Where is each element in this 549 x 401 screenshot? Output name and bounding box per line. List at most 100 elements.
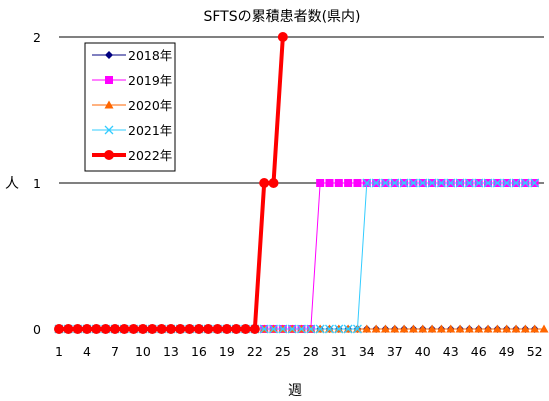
data-point <box>530 178 540 188</box>
data-point <box>408 324 418 333</box>
data-point <box>212 324 223 334</box>
x-tick-label: 28 <box>303 344 319 359</box>
data-point <box>436 178 446 188</box>
data-point <box>371 324 381 333</box>
legend-label: 2022年 <box>128 148 172 163</box>
x-tick-label: 7 <box>111 344 119 359</box>
data-point <box>427 324 437 333</box>
data-point <box>511 178 521 188</box>
data-point <box>511 324 521 333</box>
y-tick-label: 0 <box>33 322 41 337</box>
data-point <box>119 324 130 334</box>
data-point <box>334 324 344 334</box>
x-tick-label: 10 <box>135 344 151 359</box>
data-point <box>184 324 195 334</box>
x-axis-title: 週 <box>288 383 302 399</box>
data-point <box>492 324 502 333</box>
x-tick-label: 25 <box>275 344 291 359</box>
data-point <box>344 179 353 187</box>
data-point <box>240 324 251 334</box>
x-tick-label: 31 <box>331 344 347 359</box>
legend-label: 2021年 <box>128 123 172 138</box>
data-point <box>203 324 214 334</box>
data-point <box>259 178 270 188</box>
data-point <box>231 324 242 334</box>
data-point <box>408 178 418 188</box>
series-line <box>59 182 535 330</box>
legend-marker <box>105 76 113 84</box>
data-point <box>315 324 325 334</box>
plot-area <box>54 32 549 334</box>
x-tick-label: 52 <box>527 344 543 359</box>
data-point <box>72 324 83 334</box>
data-point <box>371 178 381 188</box>
data-point <box>483 178 493 188</box>
data-point <box>446 324 456 333</box>
x-tick-label: 37 <box>387 344 403 359</box>
data-point <box>306 324 316 334</box>
data-point <box>390 178 400 188</box>
legend-label: 2019年 <box>128 73 172 88</box>
data-point <box>502 324 512 333</box>
data-point <box>193 324 204 334</box>
x-tick-label: 49 <box>499 344 515 359</box>
series-line <box>59 182 535 330</box>
x-axis-ticks: 1 4 7 10 13 16 19 22 25 28 31 34 37 40 43 46 49 52 <box>55 344 543 359</box>
y-axis-title: 人 <box>5 176 19 192</box>
data-point <box>455 324 465 333</box>
data-point <box>380 324 390 333</box>
x-tick-label: 46 <box>471 344 487 359</box>
data-point <box>325 324 334 334</box>
data-point <box>362 324 372 333</box>
data-point <box>446 178 456 188</box>
data-point <box>520 324 530 333</box>
x-tick-label: 43 <box>443 344 459 359</box>
x-tick-label: 40 <box>415 344 431 359</box>
x-tick-label: 1 <box>55 344 63 359</box>
data-point <box>259 324 269 334</box>
data-point <box>520 178 530 188</box>
data-point <box>380 178 390 188</box>
series-2 <box>55 179 539 333</box>
x-tick-label: 4 <box>83 344 91 359</box>
data-point <box>353 179 362 187</box>
data-point <box>474 178 484 188</box>
data-point <box>287 324 297 334</box>
data-point <box>418 178 428 188</box>
data-point <box>418 324 428 333</box>
data-point <box>100 324 111 334</box>
data-point <box>464 178 474 188</box>
series-4 <box>54 178 540 334</box>
x-tick-label: 34 <box>359 344 375 359</box>
legend-label: 2018年 <box>128 48 172 63</box>
data-point <box>278 324 288 334</box>
legend-marker <box>104 100 114 109</box>
data-point <box>147 324 158 334</box>
data-point <box>474 324 484 333</box>
data-point <box>221 324 232 334</box>
data-point <box>343 324 353 334</box>
data-point <box>399 324 409 333</box>
x-tick-label: 19 <box>219 344 235 359</box>
data-point <box>137 324 148 334</box>
data-point <box>399 178 409 188</box>
data-point <box>325 179 334 187</box>
legend-marker <box>104 125 114 135</box>
data-point <box>334 179 343 187</box>
data-point <box>362 178 372 188</box>
y-tick-label: 1 <box>33 176 41 191</box>
data-point <box>455 178 465 188</box>
y-axis-ticks: 0 1 2 <box>33 30 41 337</box>
x-tick-label: 13 <box>163 344 179 359</box>
data-point <box>464 324 474 333</box>
chart-title: SFTSの累積患者数(県内) <box>203 9 360 25</box>
data-point <box>353 324 362 334</box>
data-point <box>165 324 176 334</box>
data-point <box>156 324 167 334</box>
x-tick-label: 16 <box>191 344 207 359</box>
data-point <box>483 324 493 333</box>
series-5 <box>54 32 288 334</box>
legend: 2018年 2019年 2020年 2021年 2022年 <box>84 42 176 172</box>
data-point <box>436 324 446 333</box>
data-point <box>109 324 120 334</box>
